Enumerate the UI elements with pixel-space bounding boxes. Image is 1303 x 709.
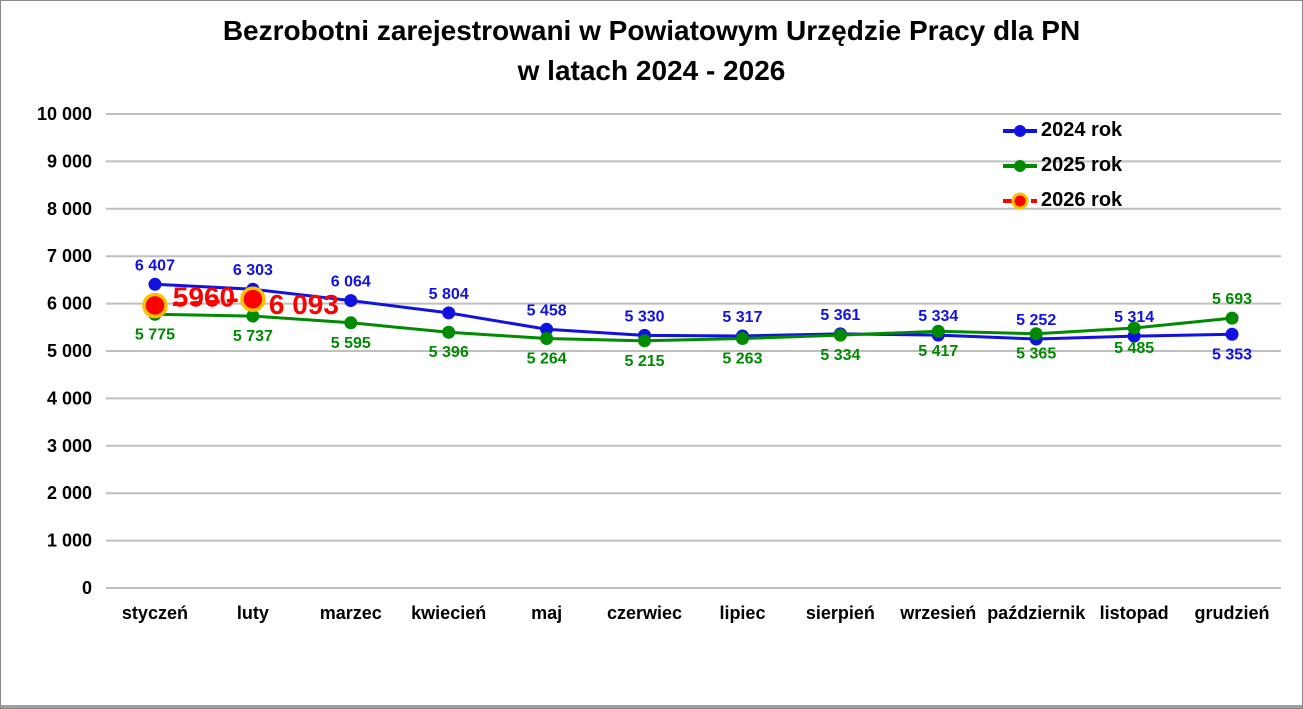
data-label-2025-rok-maj: 5 264 <box>527 350 567 367</box>
data-point-2026-rok-styczeń[interactable] <box>142 292 168 319</box>
data-label-2025-rok-grudzień: 5 693 <box>1212 291 1252 308</box>
data-label-2025-rok-październik: 5 365 <box>1016 346 1056 363</box>
y-tick-label: 7 000 <box>47 246 92 266</box>
data-point-2025-rok-maj[interactable] <box>540 331 554 345</box>
data-label-2025-rok-styczeń: 5 775 <box>135 326 175 343</box>
data-label-2024-rok-styczeń: 6 407 <box>135 257 175 274</box>
data-point-2025-rok-listopad[interactable] <box>1127 321 1141 335</box>
data-label-2025-rok-kwiecień: 5 396 <box>429 344 469 361</box>
data-point-2025-rok-kwiecień[interactable] <box>442 325 456 339</box>
x-axis-label-październik: październik <box>987 603 1086 623</box>
series-line-2025-rok[interactable] <box>154 312 1233 343</box>
data-label-2024-rok-czerwiec: 5 330 <box>625 308 665 325</box>
data-label-2024-rok-kwiecień: 5 804 <box>429 286 469 303</box>
data-point-2024-rok-maj[interactable] <box>540 322 554 336</box>
legend-item-2026[interactable]: 2026 rok <box>1003 183 1203 218</box>
series-line-2024-rok[interactable] <box>154 282 1233 341</box>
legend-line-2026-icon <box>1003 192 1037 209</box>
data-label-2025-rok-sierpień: 5 334 <box>820 347 860 364</box>
x-axis-label-styczeń: styczeń <box>122 603 188 623</box>
x-axis-label-sierpień: sierpień <box>806 603 875 623</box>
y-tick-label: 5 000 <box>47 341 92 361</box>
data-point-2025-rok-wrzesień[interactable] <box>931 324 945 338</box>
data-label-2024-rok-sierpień: 5 361 <box>820 307 860 324</box>
data-label-2024-rok-wrzesień: 5 334 <box>918 308 958 325</box>
y-tick-label: 4 000 <box>47 388 92 408</box>
x-axis-label-maj: maj <box>531 603 562 623</box>
legend-label-2025: 2025 rok <box>1041 154 1123 176</box>
y-tick-label: 9 000 <box>47 151 92 171</box>
series-line-2026-rok[interactable] <box>154 297 253 308</box>
x-axis-label-grudzień: grudzień <box>1195 603 1270 623</box>
chart-legend: 2024 rok 2025 rok 2026 rok <box>1003 113 1203 218</box>
data-point-2025-rok-lipiec[interactable] <box>735 332 749 346</box>
legend-line-2025-icon <box>1003 159 1037 172</box>
legend-item-2024[interactable]: 2024 rok <box>1003 113 1203 148</box>
legend-line-2024-icon <box>1003 124 1037 137</box>
data-label-2024-rok-listopad: 5 314 <box>1114 309 1154 326</box>
data-label-2025-rok-luty: 5 737 <box>233 328 273 345</box>
y-tick-label: 10 000 <box>37 104 92 124</box>
data-point-2025-rok-czerwiec[interactable] <box>638 334 652 348</box>
data-label-2025-rok-wrzesień: 5 417 <box>918 343 958 360</box>
data-label-2025-rok-lipiec: 5 263 <box>722 351 762 368</box>
data-point-2026-rok-luty[interactable] <box>240 286 266 312</box>
data-point-2025-rok-grudzień[interactable] <box>1225 311 1239 325</box>
data-label-2024-rok-marzec: 6 064 <box>331 274 371 291</box>
data-point-2025-rok-sierpień[interactable] <box>833 328 847 342</box>
data-point-2025-rok-luty[interactable] <box>246 309 260 323</box>
data-label-2024-rok-lipiec: 5 317 <box>722 309 762 326</box>
x-axis-label-listopad: listopad <box>1100 603 1169 623</box>
data-label-2024-rok-maj: 5 458 <box>527 302 567 319</box>
chart-title: Bezrobotni zarejestrowani w Powiatowym U… <box>1 11 1302 91</box>
data-label-2025-rok-czerwiec: 5 215 <box>625 353 665 370</box>
legend-label-2026: 2026 rok <box>1041 189 1123 211</box>
x-axis-label-lipiec: lipiec <box>719 603 765 623</box>
data-point-2025-rok-marzec[interactable] <box>344 316 358 330</box>
x-axis-label-wrzesień: wrzesień <box>899 603 976 623</box>
data-label-2025-rok-marzec: 5 595 <box>331 335 371 352</box>
y-tick-label: 2 000 <box>47 483 92 503</box>
x-axis-label-kwiecień: kwiecień <box>411 603 486 623</box>
y-tick-label: 3 000 <box>47 436 92 456</box>
window-bottom-edge <box>1 705 1302 708</box>
data-point-2024-rok-kwiecień[interactable] <box>442 306 456 320</box>
data-label-2024-rok-luty: 6 303 <box>233 262 273 279</box>
y-tick-label: 0 <box>82 578 92 598</box>
legend-label-2024: 2024 rok <box>1041 119 1123 141</box>
data-label-2025-rok-listopad: 5 485 <box>1114 340 1154 357</box>
y-tick-label: 6 000 <box>47 294 92 314</box>
x-axis-label-marzec: marzec <box>320 603 382 623</box>
data-label-2024-rok-październik: 5 252 <box>1016 312 1056 329</box>
x-axis-label-czerwiec: czerwiec <box>607 603 682 623</box>
legend-item-2025[interactable]: 2025 rok <box>1003 148 1203 183</box>
data-label-2026-rok-styczeń: 5960 <box>173 281 235 312</box>
data-point-2024-rok-styczeń[interactable] <box>148 277 162 291</box>
y-tick-label: 8 000 <box>47 199 92 219</box>
y-tick-label: 1 000 <box>47 531 92 551</box>
x-axis-label-luty: luty <box>237 603 269 623</box>
data-label-2026-rok-luty: 6 093 <box>269 289 339 320</box>
data-label-2024-rok-grudzień: 5 353 <box>1212 346 1252 363</box>
data-point-2025-rok-październik[interactable] <box>1029 327 1043 341</box>
data-point-2024-rok-marzec[interactable] <box>344 294 358 308</box>
chart-title-line1: Bezrobotni zarejestrowani w Powiatowym U… <box>222 15 1081 46</box>
chart-title-line2: w latach 2024 - 2026 <box>517 55 786 86</box>
data-point-2024-rok-grudzień[interactable] <box>1225 327 1239 341</box>
